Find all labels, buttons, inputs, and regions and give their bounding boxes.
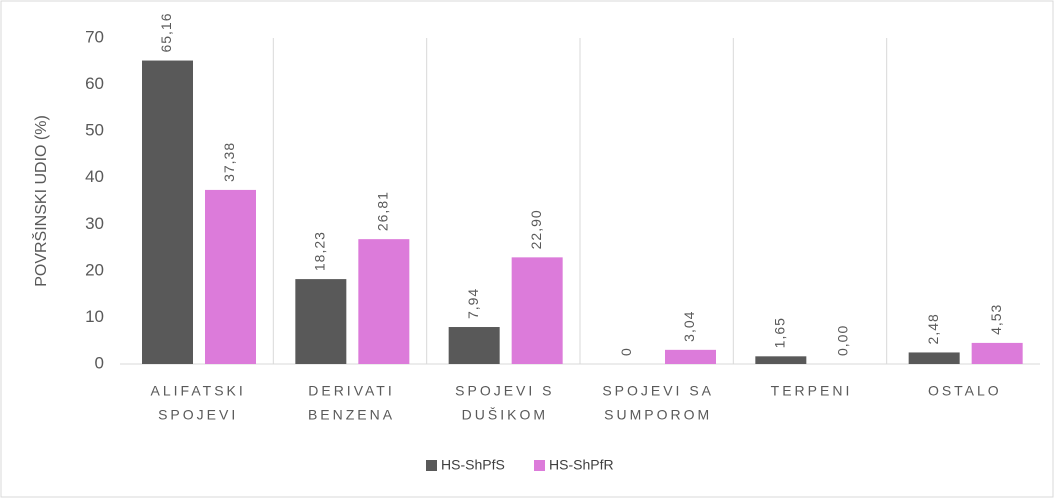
legend-label: HS-ShPfS [441,457,505,473]
x-tick-label: ALIFATSKI [151,383,246,399]
x-tick-label: SPOJEVI [158,407,238,423]
legend-swatch [534,460,545,471]
y-tick-label: 30 [85,214,104,233]
y-tick-label: 10 [85,307,104,326]
y-axis-label: POVRŠINSKI UDIO (%) [31,115,50,287]
bar [665,349,716,364]
value-label: 7,94 [465,288,481,319]
bar [205,189,256,364]
bar [295,279,347,364]
y-tick-label: 70 [85,27,104,46]
value-label: 1,65 [772,317,788,348]
y-tick-label: 60 [85,74,104,93]
bar [908,352,960,364]
value-label: 26,81 [375,191,391,231]
value-label: 37,38 [221,142,237,182]
legend-swatch [426,460,437,471]
bar [755,356,807,364]
y-tick-label: 0 [95,353,104,372]
value-label: 22,90 [528,209,544,249]
value-label: 0,00 [835,325,851,356]
x-tick-label: SPOJEVI S [455,383,554,399]
x-tick-label: SUMPOROM [604,407,712,423]
y-tick-label: 40 [85,167,104,186]
bar [358,239,410,364]
value-label: 65,16 [158,12,174,52]
value-label: 3,04 [681,311,697,342]
y-tick-label: 20 [85,260,104,279]
value-label: 0 [618,347,634,356]
value-label: 4,53 [988,304,1004,335]
x-tick-label: OSTALO [928,383,1002,399]
x-tick-label: SPOJEVI SA [602,383,714,399]
bar [971,342,1023,364]
value-label: 2,48 [925,313,941,344]
bar [448,327,500,364]
value-label: 18,23 [312,231,328,271]
bar [142,60,193,364]
x-tick-label: DERIVATI [308,383,395,399]
x-tick-label: BENZENA [308,407,395,423]
bar [511,257,563,364]
x-tick-label: TERPENI [771,383,853,399]
x-tick-label: DUŠIKOM [462,407,548,423]
y-tick-label: 50 [85,121,104,140]
legend-label: HS-ShPfR [549,457,614,473]
